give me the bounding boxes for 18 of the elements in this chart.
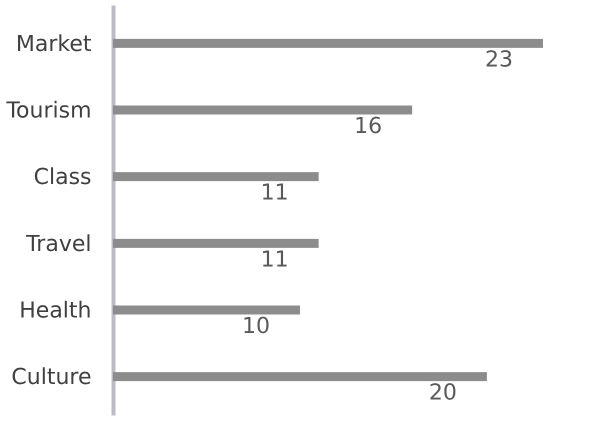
y-tick-label: Health [19,298,92,324]
bar [113,172,319,182]
y-tick-label: Culture [11,365,92,390]
y-tick-label: Market [16,32,92,57]
data-label: 10 [242,314,270,339]
y-tick-label: Tourism [5,98,92,124]
y-tick-label: Travel [25,232,92,257]
bar [113,372,487,382]
bar [113,306,300,314]
bar [113,238,319,248]
y-tick-label: Class [34,165,92,190]
data-label: 11 [260,247,289,272]
data-label: 23 [485,47,513,72]
data-label: 11 [260,180,289,206]
bar [113,38,543,48]
data-label: 16 [354,114,382,139]
data-label: 20 [428,380,457,406]
bar [113,106,412,114]
